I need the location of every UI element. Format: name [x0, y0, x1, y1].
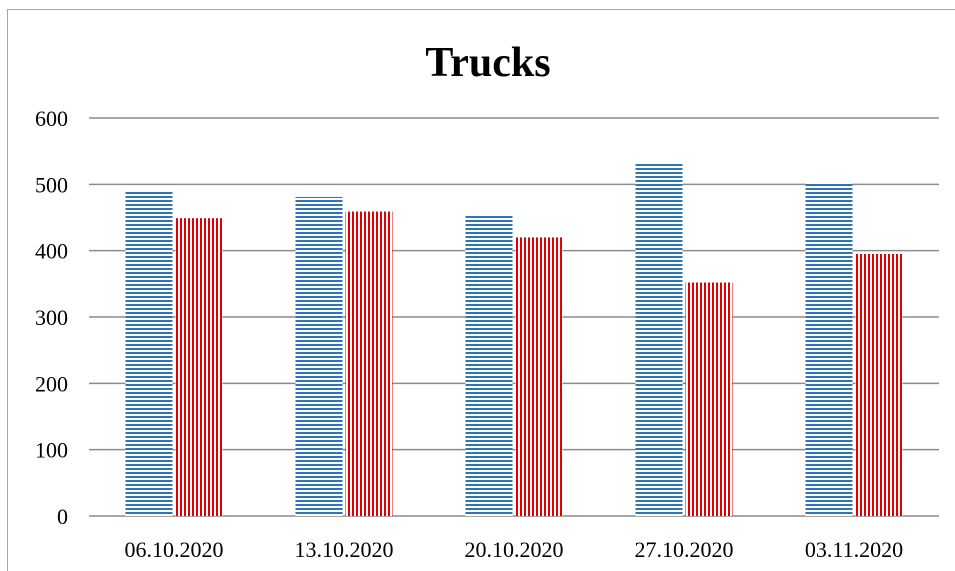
y-tick-label: 0	[57, 504, 68, 529]
bar-series-2	[175, 218, 223, 516]
bar-series-2	[685, 282, 733, 516]
bar-series-1	[465, 214, 513, 516]
bar-series-2	[855, 253, 903, 516]
y-tick-label: 500	[35, 172, 68, 197]
bar-series-1	[125, 190, 173, 516]
bar-series-1	[805, 182, 853, 517]
bar-series-1	[635, 162, 683, 516]
bar-series-2	[515, 237, 563, 516]
x-tick-label: 06.10.2020	[125, 537, 224, 562]
y-tick-label: 300	[35, 305, 68, 330]
x-tick-label: 03.11.2020	[805, 537, 903, 562]
gridlines	[89, 117, 939, 517]
y-tick-label: 200	[35, 371, 68, 396]
bars	[125, 162, 903, 517]
bar-series-2	[345, 211, 393, 516]
y-tick-label: 100	[35, 438, 68, 463]
y-tick-label: 400	[35, 239, 68, 264]
x-tick-label: 13.10.2020	[295, 537, 394, 562]
x-tick-label: 20.10.2020	[465, 537, 564, 562]
bar-series-1	[295, 196, 343, 517]
y-axis-ticks: 0 100 200 300 400 500 600	[35, 106, 68, 529]
x-tick-label: 27.10.2020	[635, 537, 734, 562]
y-tick-label: 600	[35, 106, 68, 131]
x-axis-ticks: 06.10.2020 13.10.2020 20.10.2020 27.10.2020…	[125, 537, 904, 562]
chart-title: Trucks	[425, 40, 550, 86]
